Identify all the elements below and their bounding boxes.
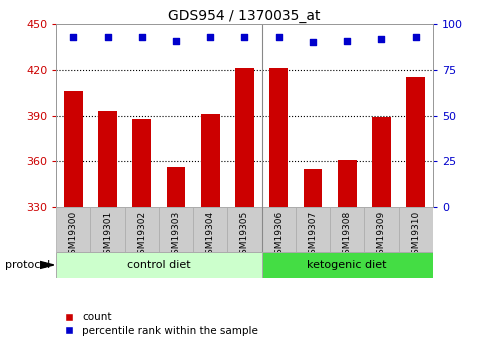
Point: [103, 34, 111, 40]
Point: [274, 34, 282, 40]
Point: [69, 34, 77, 40]
Text: GSM19304: GSM19304: [205, 210, 214, 260]
Bar: [337, 160, 356, 207]
Text: GSM19306: GSM19306: [274, 210, 283, 260]
Text: GSM19305: GSM19305: [240, 210, 248, 260]
Bar: [371, 117, 390, 207]
Polygon shape: [40, 262, 54, 268]
Text: GSM19300: GSM19300: [69, 210, 78, 260]
Point: [343, 38, 350, 43]
Point: [206, 34, 214, 40]
Point: [172, 38, 180, 43]
Text: GSM19308: GSM19308: [342, 210, 351, 260]
Bar: [303, 169, 322, 207]
Text: GSM19307: GSM19307: [308, 210, 317, 260]
Text: protocol: protocol: [5, 260, 50, 270]
Bar: [201, 114, 219, 207]
Text: GSM19301: GSM19301: [103, 210, 112, 260]
Text: GSM19303: GSM19303: [171, 210, 180, 260]
Text: GSM19310: GSM19310: [410, 210, 419, 260]
Point: [411, 34, 419, 40]
Bar: [159, 207, 193, 252]
Legend: count, percentile rank within the sample: count, percentile rank within the sample: [54, 308, 262, 340]
Bar: [406, 78, 424, 207]
Bar: [193, 207, 227, 252]
Bar: [166, 167, 185, 207]
Bar: [398, 207, 432, 252]
Point: [377, 36, 385, 41]
Text: control diet: control diet: [127, 260, 190, 270]
Bar: [56, 252, 261, 278]
Bar: [64, 91, 82, 207]
Text: GSM19309: GSM19309: [376, 210, 385, 260]
Bar: [261, 252, 432, 278]
Bar: [364, 207, 398, 252]
Bar: [295, 207, 329, 252]
Bar: [132, 119, 151, 207]
Point: [138, 34, 145, 40]
Bar: [98, 111, 117, 207]
Bar: [261, 207, 295, 252]
Point: [308, 40, 316, 45]
Point: [240, 34, 248, 40]
Bar: [124, 207, 159, 252]
Text: GSM19302: GSM19302: [137, 210, 146, 260]
Bar: [329, 207, 364, 252]
Text: GDS954 / 1370035_at: GDS954 / 1370035_at: [168, 9, 320, 23]
Text: ketogenic diet: ketogenic diet: [307, 260, 386, 270]
Bar: [235, 68, 253, 207]
Bar: [56, 207, 90, 252]
Bar: [227, 207, 261, 252]
Bar: [90, 207, 124, 252]
Bar: [269, 68, 287, 207]
